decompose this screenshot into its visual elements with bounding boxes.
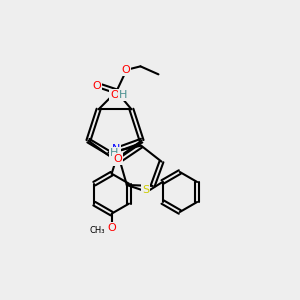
Text: N: N bbox=[111, 144, 120, 154]
Text: O: O bbox=[121, 65, 130, 75]
Text: S: S bbox=[142, 185, 149, 195]
Text: S: S bbox=[111, 155, 118, 165]
Text: O: O bbox=[92, 81, 101, 91]
Text: O: O bbox=[110, 90, 119, 100]
Text: H: H bbox=[119, 90, 128, 100]
Text: H: H bbox=[110, 148, 118, 158]
Text: O: O bbox=[107, 223, 116, 233]
Text: CH₃: CH₃ bbox=[90, 226, 105, 235]
Text: O: O bbox=[113, 154, 122, 164]
